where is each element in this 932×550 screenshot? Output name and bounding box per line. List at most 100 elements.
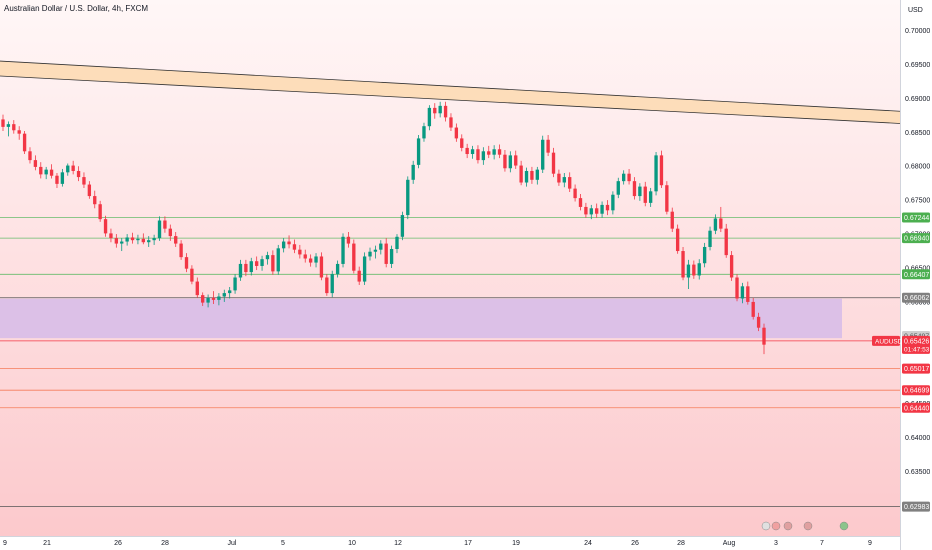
level-badge[interactable]: 0.64699 (902, 385, 930, 396)
candle-body[interactable] (93, 196, 97, 205)
candle-body[interactable] (584, 206, 588, 215)
candle-body[interactable] (206, 297, 210, 303)
candle-body[interactable] (384, 243, 388, 264)
candle-body[interactable] (17, 130, 21, 134)
candle-body[interactable] (319, 256, 324, 278)
candle-body[interactable] (632, 181, 637, 197)
candle-body[interactable] (325, 277, 329, 294)
candle-body[interactable] (746, 286, 750, 302)
candle-body[interactable] (503, 154, 507, 169)
candle-body[interactable] (87, 184, 92, 197)
candle-body[interactable] (71, 165, 75, 171)
candle-body[interactable] (120, 241, 124, 244)
candle-body[interactable] (411, 164, 415, 180)
candle-body[interactable] (427, 107, 432, 127)
candle-body[interactable] (443, 105, 448, 118)
level-badge[interactable]: 0.65017 (902, 363, 930, 374)
candle-body[interactable] (265, 255, 270, 260)
candle-body[interactable] (281, 241, 286, 249)
candle-body[interactable] (578, 198, 583, 207)
candle-body[interactable] (346, 236, 351, 244)
candle-body[interactable] (508, 155, 513, 169)
candle-body[interactable] (465, 147, 469, 155)
candle-body[interactable] (389, 249, 394, 264)
candle-body[interactable] (476, 149, 480, 161)
candle-body[interactable] (481, 151, 486, 161)
candle-body[interactable] (729, 255, 734, 278)
candle-body[interactable] (1, 119, 5, 127)
candle-body[interactable] (627, 173, 631, 182)
candle-body[interactable] (611, 194, 615, 211)
candle-body[interactable] (141, 238, 145, 243)
event-icon[interactable] (803, 521, 813, 531)
candle-body[interactable] (314, 256, 318, 263)
candle-body[interactable] (546, 139, 550, 153)
candle-body[interactable] (751, 301, 755, 317)
candle-body[interactable] (276, 248, 280, 272)
candle-body[interactable] (168, 228, 172, 237)
candle-body[interactable] (497, 149, 502, 155)
candle-body[interactable] (244, 263, 248, 273)
event-icon[interactable] (783, 521, 793, 531)
candle-body[interactable] (362, 256, 367, 282)
candle-body[interactable] (195, 281, 199, 296)
candle-body[interactable] (422, 126, 426, 139)
candle-body[interactable] (49, 169, 54, 176)
candle-body[interactable] (44, 169, 48, 175)
candle-body[interactable] (735, 277, 739, 299)
candle-body[interactable] (233, 277, 237, 291)
candle-body[interactable] (147, 240, 151, 243)
level-badge[interactable]: 0.67244 (902, 212, 930, 223)
candle-body[interactable] (28, 151, 32, 161)
candle-body[interactable] (330, 274, 334, 294)
candle-body[interactable] (179, 243, 183, 258)
candle-body[interactable] (654, 155, 658, 192)
candle-body[interactable] (211, 297, 216, 300)
candle-body[interactable] (130, 237, 135, 241)
candle-body[interactable] (238, 263, 243, 278)
candle-body[interactable] (681, 251, 685, 278)
candle-body[interactable] (557, 173, 561, 183)
candle-body[interactable] (66, 165, 70, 173)
candle-body[interactable] (260, 259, 264, 266)
level-badge[interactable]: 0.66407 (902, 269, 930, 280)
candle-body[interactable] (406, 179, 410, 216)
candle-body[interactable] (702, 246, 707, 264)
candle-body[interactable] (254, 261, 259, 266)
candle-body[interactable] (152, 238, 156, 241)
candle-body[interactable] (39, 166, 43, 175)
candle-body[interactable] (724, 228, 728, 256)
candle-body[interactable] (357, 270, 361, 282)
candle-body[interactable] (157, 220, 162, 239)
candle-body[interactable] (648, 191, 653, 203)
candle-body[interactable] (600, 204, 604, 214)
candle-body[interactable] (589, 208, 593, 215)
candle-body[interactable] (98, 204, 102, 220)
candle-body[interactable] (379, 243, 383, 250)
candle-body[interactable] (492, 149, 496, 155)
candle-body[interactable] (271, 255, 275, 272)
candle-body[interactable] (395, 236, 399, 250)
candle-body[interactable] (535, 169, 539, 180)
candle-body[interactable] (470, 149, 475, 155)
candle-body[interactable] (595, 208, 599, 214)
candle-body[interactable] (514, 155, 518, 166)
candle-body[interactable] (454, 127, 459, 139)
candle-body[interactable] (174, 236, 178, 244)
candle-body[interactable] (33, 160, 38, 167)
candle-body[interactable] (136, 238, 140, 241)
candle-body[interactable] (616, 181, 620, 195)
level-badge[interactable]: 0.66940 (902, 233, 930, 244)
candle-body[interactable] (568, 177, 572, 189)
candle-body[interactable] (352, 243, 356, 271)
candle-body[interactable] (551, 152, 556, 174)
candle-body[interactable] (400, 215, 405, 237)
level-badge[interactable]: 0.62983 (902, 501, 930, 512)
candle-body[interactable] (103, 219, 108, 234)
candle-body[interactable] (541, 139, 545, 170)
candle-body[interactable] (228, 290, 232, 294)
candle-body[interactable] (762, 327, 766, 345)
event-icon[interactable] (761, 521, 771, 531)
channel-upper-line[interactable] (0, 60, 901, 112)
candle-body[interactable] (22, 133, 27, 152)
